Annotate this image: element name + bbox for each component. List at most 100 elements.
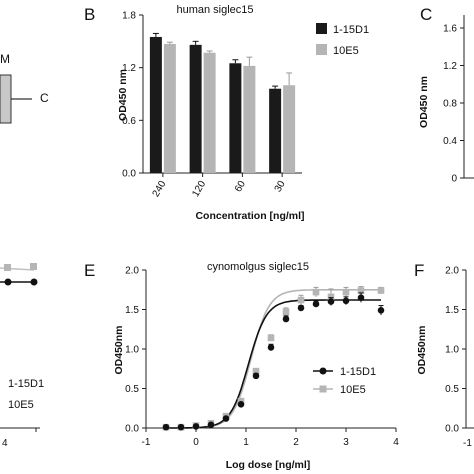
data-point-1-15d1	[342, 297, 350, 305]
y-tick-label: 1.0	[125, 345, 139, 356]
legend-marker-10e5	[319, 385, 327, 393]
x-tick-label: 0	[193, 437, 199, 448]
f-y-tick-label: 1.0	[445, 345, 459, 356]
data-point-10e5	[297, 296, 305, 304]
panel-label-c: C	[420, 5, 432, 24]
legend-label-10e5: 10E5	[333, 45, 359, 57]
data-point-1-15d1	[252, 372, 260, 380]
f-x-tick-label: -1	[463, 438, 472, 449]
legend-swatch-1-15d1	[316, 23, 327, 34]
data-point-1-15d1	[162, 423, 170, 431]
x-tick-label: -1	[142, 437, 151, 448]
panel-e-dose-response: E cynomolgus siglec15 OD450nm Log dose […	[84, 261, 399, 471]
f-y-axis-label: OD450nm	[416, 325, 428, 374]
legend-marker-1-15d1	[319, 367, 327, 375]
partial-panel-c: C OD450 nm 0 0.4 0.8 1.2 1.6	[418, 5, 474, 185]
panel-label-b: B	[84, 5, 95, 24]
f-y-tick-label: 0.5	[445, 384, 459, 395]
x-tick-label: 120	[190, 179, 208, 199]
fit-curve-10e5	[166, 289, 381, 429]
y-axis-label: OD450 nm	[117, 69, 129, 121]
y-tick-label: 0.0	[122, 169, 136, 180]
x-tick-label: 3	[343, 437, 349, 448]
data-point-10e5	[282, 308, 290, 316]
partial-point-1-15d1	[30, 278, 38, 286]
diagram-label-m: M	[0, 52, 10, 66]
data-point-1-15d1	[177, 423, 185, 431]
legend-label-10e5: 10E5	[340, 384, 366, 396]
fit-curve-1-15d1	[166, 299, 381, 429]
partial-panel-a: M C	[0, 52, 49, 124]
bar-10e5	[243, 65, 256, 173]
y-tick-label: 1.5	[125, 305, 139, 316]
y-tick-label: 0.0	[125, 424, 139, 435]
data-point-1-15d1	[282, 315, 290, 323]
data-point-1-15d1	[377, 306, 385, 314]
x-tick-label: 240	[151, 179, 169, 199]
panel-label-e: E	[84, 261, 95, 280]
data-point-1-15d1	[312, 300, 320, 308]
c-y-tick-label: 0	[451, 174, 457, 185]
legend-label-1-15d1: 1-15D1	[333, 24, 369, 36]
partial-panel-d: 4 1-15D1 10E5	[0, 263, 44, 449]
chart-title: human siglec15	[176, 4, 253, 16]
data-point-1-15d1	[222, 415, 230, 422]
partial-point-1-15d1	[4, 278, 12, 286]
bar-1-15d1	[149, 36, 162, 173]
f-y-tick-label: 2.0	[445, 266, 459, 277]
data-point-10e5	[252, 367, 260, 375]
data-point-1-15d1	[357, 294, 365, 301]
x-tick-label: 30	[273, 179, 288, 195]
partial-point-10e5	[4, 264, 11, 271]
x-tick-label: 2	[293, 437, 299, 448]
bar-10e5	[283, 85, 296, 173]
f-y-tick-label: 1.5	[445, 305, 459, 316]
legend-label-1-15d1: 1-15D1	[340, 366, 376, 378]
data-point-1-15d1	[297, 304, 305, 312]
diagram-protein-block	[0, 74, 12, 124]
data-point-1-15d1	[327, 298, 335, 305]
chart-title: cynomolgus siglec15	[207, 261, 309, 273]
legend: 1-15D1 10E5	[313, 366, 376, 396]
data-point-10e5	[357, 287, 365, 294]
y-axis-label: OD450nm	[113, 325, 125, 374]
legend-swatch-10e5	[316, 44, 327, 55]
c-y-axis-label: OD450 nm	[418, 76, 430, 128]
partial-panel-f: F OD450nm 0.0 0.5 1.0 1.5 2.0 -1	[414, 261, 474, 449]
c-y-tick-label: 1.2	[443, 61, 457, 72]
data-point-1-15d1	[207, 421, 215, 429]
data-point-10e5	[312, 288, 320, 296]
data-point-10e5	[342, 288, 350, 296]
c-y-tick-label: 0.8	[443, 99, 457, 110]
x-tick-label: 1	[243, 437, 249, 448]
y-tick-label: 1.2	[122, 63, 136, 74]
data-point-10e5	[377, 287, 385, 294]
partial-legend-10e5: 10E5	[8, 399, 34, 411]
data-point-1-15d1	[192, 423, 200, 430]
data-point-1-15d1	[267, 344, 275, 351]
partial-legend-1-15d1: 1-15D1	[8, 378, 44, 390]
y-tick-label: 1.8	[122, 11, 136, 22]
x-tick-label: 60	[233, 179, 248, 195]
y-tick-label: 0.6	[122, 116, 136, 127]
partial-x-tick-label: 4	[2, 438, 8, 449]
panel-b-bar-chart: B human siglec15 OD450 nm Concentration …	[84, 4, 369, 222]
x-axis-label: Log dose [ng/ml]	[226, 459, 311, 471]
bar-10e5	[163, 43, 176, 173]
bar-10e5	[203, 52, 216, 173]
bar-1-15d1	[269, 88, 282, 173]
y-tick-label: 2.0	[125, 266, 139, 277]
f-y-tick-label: 0.0	[445, 424, 459, 435]
bar-1-15d1	[189, 44, 202, 173]
panel-label-f: F	[414, 261, 424, 280]
data-point-10e5	[267, 334, 275, 342]
diagram-label-c: C	[40, 91, 49, 105]
partial-point-10e5	[30, 263, 37, 270]
bar-1-15d1	[229, 63, 242, 173]
y-tick-label: 0.5	[125, 384, 139, 395]
data-point-10e5	[327, 293, 335, 301]
c-y-tick-label: 1.6	[443, 24, 457, 35]
legend: 1-15D1 10E5	[316, 23, 369, 57]
data-point-1-15d1	[237, 401, 245, 408]
